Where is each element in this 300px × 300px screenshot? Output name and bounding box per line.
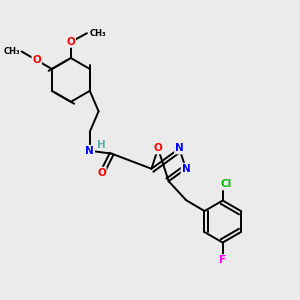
Text: H: H bbox=[97, 140, 105, 151]
Text: O: O bbox=[32, 55, 41, 65]
Text: CH₃: CH₃ bbox=[90, 29, 106, 38]
Text: O: O bbox=[97, 168, 106, 178]
Text: O: O bbox=[67, 37, 75, 47]
Text: F: F bbox=[219, 255, 226, 265]
Text: Cl: Cl bbox=[220, 179, 232, 190]
Text: O: O bbox=[154, 143, 162, 154]
Text: N: N bbox=[175, 143, 184, 154]
Text: N: N bbox=[85, 146, 94, 156]
Text: N: N bbox=[182, 164, 190, 174]
Text: CH₃: CH₃ bbox=[4, 47, 20, 56]
